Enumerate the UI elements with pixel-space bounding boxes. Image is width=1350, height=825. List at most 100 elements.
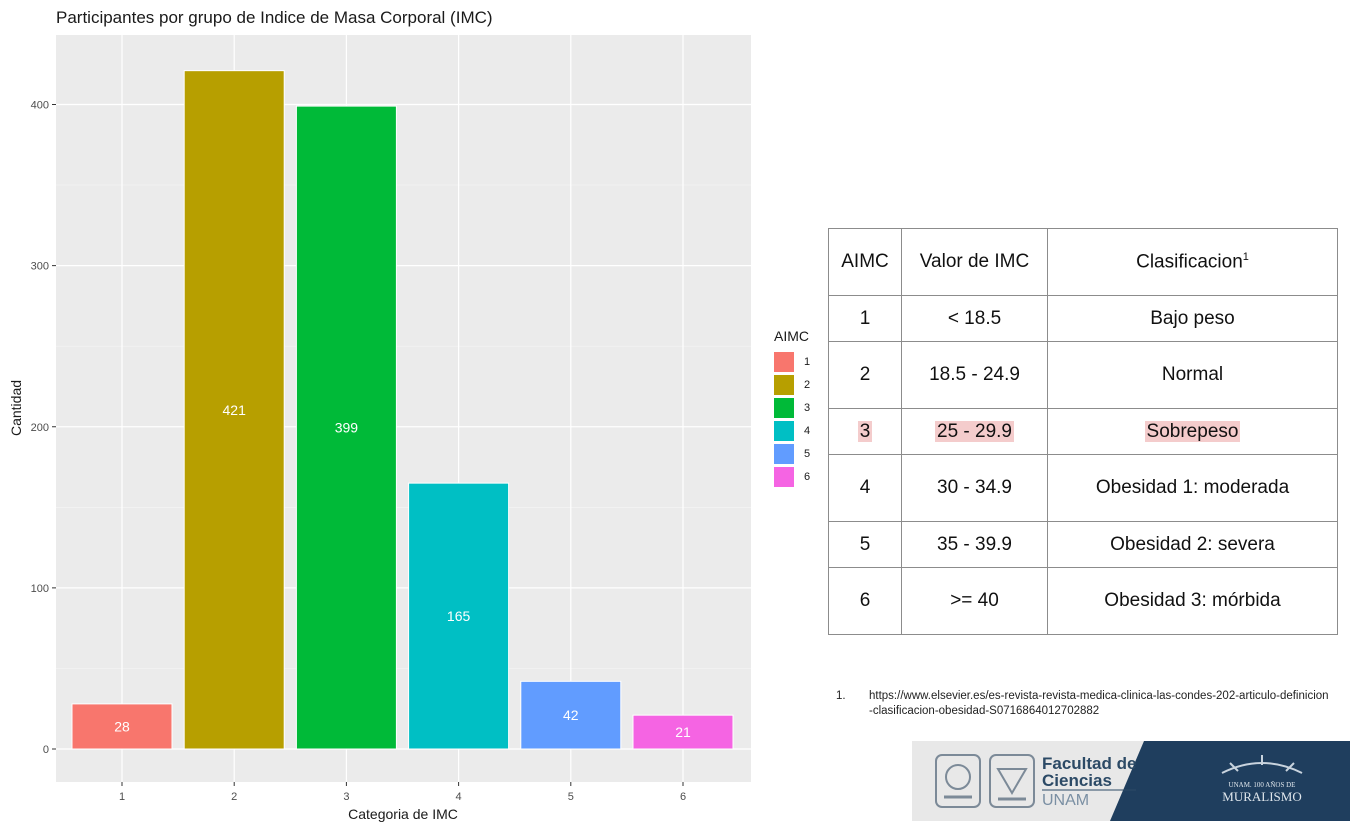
legend-label: 3 [804,401,811,414]
legend-title: AIMC [774,328,809,344]
y-axis-title: Cantidad [8,380,24,436]
cell-clasificacion: Normal [1047,341,1338,409]
x-tick-label: 1 [119,791,125,803]
bar [295,105,397,750]
y-tick-label: 400 [31,100,49,112]
x-tick-label: 2 [231,791,237,803]
cell-clasificacion: Obesidad 3: mórbida [1047,567,1338,635]
cell-aimc: 1 [828,295,902,342]
x-axis: 1 2 3 4 5 6 [119,782,686,803]
cell-aimc: 5 [828,521,902,568]
bar-value-label: 421 [223,402,247,418]
bar-value-label: 165 [447,608,471,624]
cell-clasificacion-text: Obesidad 1: moderada [1095,477,1290,498]
x-tick-label: 6 [680,791,686,803]
header-clasificacion-text: Clasificacion [1136,251,1243,273]
table-row: 5 35 - 39.9 Obesidad 2: severa [828,521,1338,568]
legend-key [774,374,794,395]
bar [71,703,173,750]
x-tick-label: 5 [568,791,574,803]
cell-clasificacion-text: Obesidad 3: mórbida [1104,590,1281,611]
bars [71,70,734,750]
legend-label: 6 [804,470,811,483]
cell-aimc-text: 3 [857,420,873,442]
banner-line1: Facultad de [1042,754,1136,773]
legend-item: 1 [770,350,810,373]
unam-banner: Facultad de Ciencias UNAM UNAM. 100 AÑOS… [912,741,1350,821]
footnote: 1. https://www.elsevier.es/es-revista-re… [836,689,1329,719]
legend-item: 2 [770,373,810,396]
cell-valor: < 18.5 [901,295,1048,342]
banner-right-line1: UNAM. 100 AÑOS DE [1229,781,1296,789]
legend-label: 5 [804,447,811,460]
legend-key [774,397,794,418]
y-tick-label: 100 [31,583,49,595]
y-tick-label: 200 [31,422,49,434]
banner-line3: UNAM [1042,792,1089,809]
cell-aimc-text: 2 [859,364,871,385]
y-tick-label: 0 [43,744,49,756]
bar [632,714,734,750]
x-tick-label: 4 [456,791,462,803]
legend-item: 4 [770,419,810,442]
cell-clasificacion: Sobrepeso [1047,408,1338,455]
bar-value-label: 21 [675,724,691,740]
cell-aimc-text: 5 [859,533,871,555]
table-row: 6 >= 40 Obesidad 3: mórbida [828,567,1338,635]
cell-valor: 35 - 39.9 [901,521,1048,568]
grid-minor [56,184,751,669]
chart-title: Participantes por grupo de Indice de Mas… [56,8,493,27]
legend-label: 2 [804,378,811,391]
cell-clasificacion: Bajo peso [1047,295,1338,342]
cell-clasificacion-text: Sobrepeso [1144,420,1241,442]
cell-valor-text: 35 - 39.9 [937,533,1012,555]
banner-line2: Ciencias [1042,771,1112,790]
legend-key [774,466,794,487]
cell-aimc: 3 [828,408,902,455]
legend-key [774,420,794,441]
y-axis: 0 100 200 300 400 [31,100,56,756]
bar-value-label: 399 [335,420,359,436]
cell-clasificacion-text: Normal [1161,364,1224,385]
cell-valor: 30 - 34.9 [901,454,1048,522]
footnote-link[interactable]: https://www.elsevier.es/es-revista-revis… [869,690,1329,717]
legend-label: 1 [804,355,811,368]
bar [520,680,622,750]
legend-key [774,351,794,372]
table-row: 2 18.5 - 24.9 Normal [828,341,1338,409]
cell-aimc-text: 1 [859,307,871,329]
ciencias-seal-icon [989,754,1035,808]
cell-valor-text: 18.5 - 24.9 [929,364,1020,385]
cell-valor: 25 - 29.9 [901,408,1048,455]
bar-value-label: 28 [114,718,130,734]
cell-aimc: 2 [828,341,902,409]
cell-aimc-text: 4 [859,477,871,498]
muralismo-sun-icon [1221,755,1303,774]
cell-valor-text: 30 - 34.9 [937,477,1012,498]
header-clasificacion: Clasificacion1 [1047,228,1338,296]
bar-labels: 28 421 399 165 42 21 [114,402,691,740]
bar [408,482,510,750]
legend-key [774,443,794,464]
legend-item: 5 [770,442,810,465]
plot-panel [56,35,751,782]
footnote-number: 1. [836,690,846,702]
cell-aimc: 6 [828,567,902,635]
bar [183,70,285,750]
cell-valor-text: >= 40 [950,590,999,611]
legend: AIMC 1 2 3 4 5 6 [770,328,810,488]
header-valor: Valor de IMC [901,228,1048,296]
cell-clasificacion-text: Obesidad 2: severa [1110,533,1275,555]
cell-clasificacion: Obesidad 1: moderada [1047,454,1338,522]
legend-label: 4 [804,424,811,437]
header-aimc: AIMC [828,228,902,296]
banner-right-line2: MURALISMO [1222,789,1301,804]
legend-item: 6 [770,465,810,488]
imc-classification-table: AIMC Valor de IMC Clasificacion1 1 < 18.5… [828,228,1338,635]
cell-valor: >= 40 [901,567,1048,635]
header-footnote-ref: 1 [1242,250,1249,263]
table-row: 1 < 18.5 Bajo peso [828,295,1338,342]
cell-clasificacion-text: Bajo peso [1150,307,1235,329]
cell-valor-text: 25 - 29.9 [935,420,1014,442]
cell-clasificacion: Obesidad 2: severa [1047,521,1338,568]
